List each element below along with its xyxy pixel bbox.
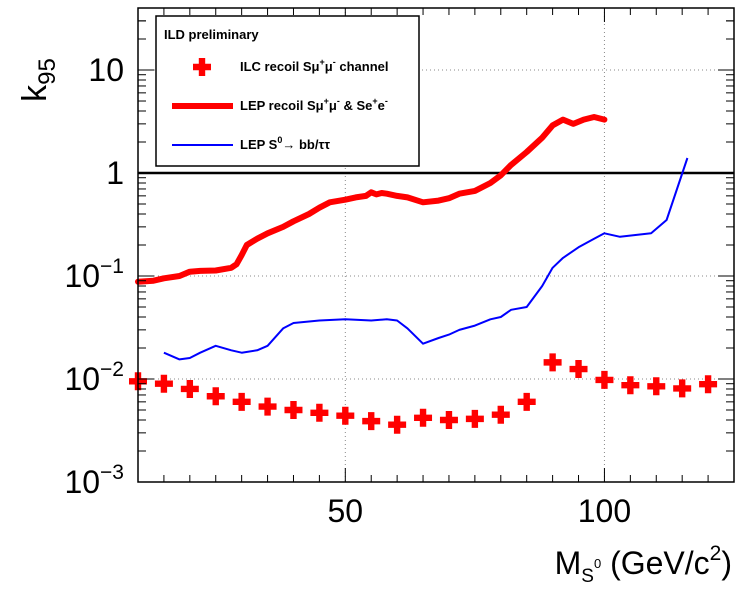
y-tick-base: 10 (88, 52, 124, 88)
x-axis-label-main: M (555, 545, 582, 581)
legend-entry-part: → bb/ττ (282, 137, 330, 152)
y-tick-exp: −3 (100, 461, 124, 484)
legend-box (155, 15, 420, 167)
y-tick-base: 1 (106, 155, 124, 191)
legend-entry-part: LEP S (240, 137, 278, 152)
legend-entry-part: - (333, 57, 336, 67)
ilc-point-14 (491, 405, 510, 424)
legend-entry-part: μ (316, 98, 324, 113)
ilc-point-18 (595, 370, 614, 389)
legend-entry-part: 0 (277, 135, 282, 145)
ilc-point-20 (647, 377, 666, 396)
legend-entry-part: + (372, 96, 377, 106)
legend-entry-part: + (324, 96, 329, 106)
ilc-point-13 (465, 409, 484, 428)
ilc-point-9 (362, 412, 381, 431)
legend-entry-part: - (337, 96, 340, 106)
y-axis-label: k95 (16, 58, 61, 102)
legend-entry-0: ILC recoil Sμ+μ- channel (240, 57, 388, 74)
legend-entry-part: & Se (340, 98, 373, 113)
x-axis-label-unit-sup: 2 (710, 542, 722, 565)
ilc-point-19 (621, 376, 640, 395)
ilc-point-11 (414, 408, 433, 427)
ilc-point-6 (284, 401, 303, 420)
legend-entry-1: LEP recoil Sμ+μ- & Se+e- (240, 96, 388, 113)
axis-ticks (137, 7, 735, 483)
series-ilc-recoil (129, 353, 718, 434)
y-tick-label-2: 10−1 (64, 255, 124, 294)
ilc-point-17 (569, 360, 588, 379)
ilc-point-5 (258, 397, 277, 416)
y-tick-label-3: 1 (106, 155, 124, 191)
y-tick-exp: −2 (100, 358, 124, 381)
x-tick-label-1: 100 (578, 493, 631, 529)
x-axis-label: MS0 (GeV/c2) (555, 542, 732, 587)
x-axis-label-close: ) (721, 545, 732, 581)
legend-entry-part: ILC recoil S (240, 59, 312, 74)
legend-ilc-symbol (193, 58, 211, 76)
y-tick-base: 10 (64, 464, 100, 500)
legend-entry-part: μ (329, 98, 337, 113)
legend-entry-part: LEP recoil S (240, 98, 316, 113)
ilc-point-8 (336, 406, 355, 425)
ilc-point-15 (517, 392, 536, 411)
series-group (129, 114, 718, 434)
y-tick-label-1: 10−2 (64, 358, 124, 397)
legend-entry-part: + (320, 57, 325, 67)
legend-entry-part: μ (325, 59, 333, 74)
ilc-point-1 (154, 374, 173, 393)
x-axis-label-unit: (GeV/c (601, 545, 709, 581)
y-tick-base: 10 (64, 361, 100, 397)
legend-title: ILD preliminary (164, 27, 259, 42)
ilc-point-22 (699, 375, 718, 394)
y-axis-label-sub: 95 (34, 58, 61, 85)
y-tick-exp: −1 (100, 255, 124, 278)
legend-entry-part: channel (336, 59, 389, 74)
x-tick-label-0: 50 (328, 493, 364, 529)
ilc-point-10 (388, 415, 407, 434)
legend-entry-part: - (385, 96, 388, 106)
ilc-point-12 (439, 410, 458, 429)
y-tick-label-0: 10−3 (64, 461, 124, 500)
ilc-point-2 (180, 379, 199, 398)
ilc-point-3 (206, 387, 225, 406)
ilc-point-7 (310, 403, 329, 422)
x-axis-label-sub: S (581, 566, 594, 587)
series-lep-recoil-line (135, 114, 608, 285)
series-lep-s0-line (163, 157, 689, 361)
x-axis-label-sup: 0 (594, 556, 601, 571)
ilc-point-4 (232, 392, 251, 411)
ilc-point-16 (543, 353, 562, 372)
legend-entry-part: e (378, 98, 385, 113)
y-tick-base: 10 (64, 258, 100, 294)
y-axis-label-main: k (16, 84, 54, 102)
legend-entry-part: μ (312, 59, 320, 74)
y-tick-label-4: 10 (88, 52, 124, 88)
legend-entry-2: LEP S0→ bb/ττ (240, 135, 330, 152)
ilc-point-21 (673, 379, 692, 398)
